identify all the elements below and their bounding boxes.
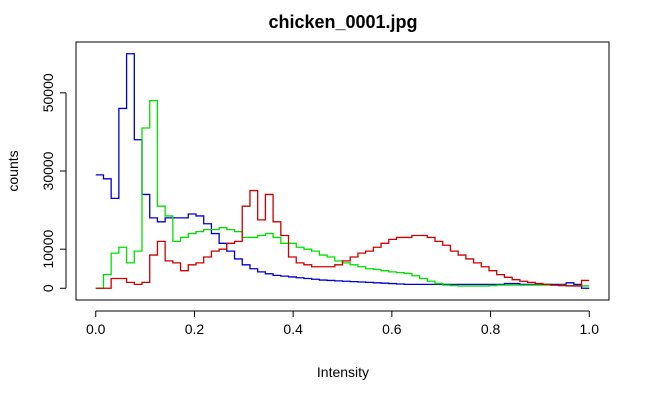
series-line-0 — [95, 53, 590, 289]
x-tick-label: 0.2 — [185, 321, 205, 337]
x-axis-label: Intensity — [317, 364, 369, 380]
series-line-1 — [95, 99, 590, 289]
y-tick-label: 30000 — [40, 151, 56, 190]
series-line-2 — [95, 189, 590, 289]
x-tick-label: 0.0 — [86, 321, 106, 337]
x-axis: 0.0 0.2 0.4 0.6 0.8 1.0 — [86, 310, 600, 337]
chart-title: chicken_0001.jpg — [268, 12, 417, 32]
x-tick-label: 0.8 — [481, 321, 501, 337]
y-tick-label: 0 — [40, 284, 56, 292]
series-group — [95, 53, 590, 289]
plot-frame — [75, 41, 610, 301]
y-tick-label: 10000 — [40, 230, 56, 269]
x-tick-label: 1.0 — [580, 321, 600, 337]
x-tick-label: 0.4 — [283, 321, 303, 337]
y-axis-label: counts — [5, 150, 21, 191]
y-tick-label: 50000 — [40, 73, 56, 112]
x-tick-label: 0.6 — [382, 321, 402, 337]
y-axis: 0 10000 30000 50000 — [40, 73, 67, 292]
